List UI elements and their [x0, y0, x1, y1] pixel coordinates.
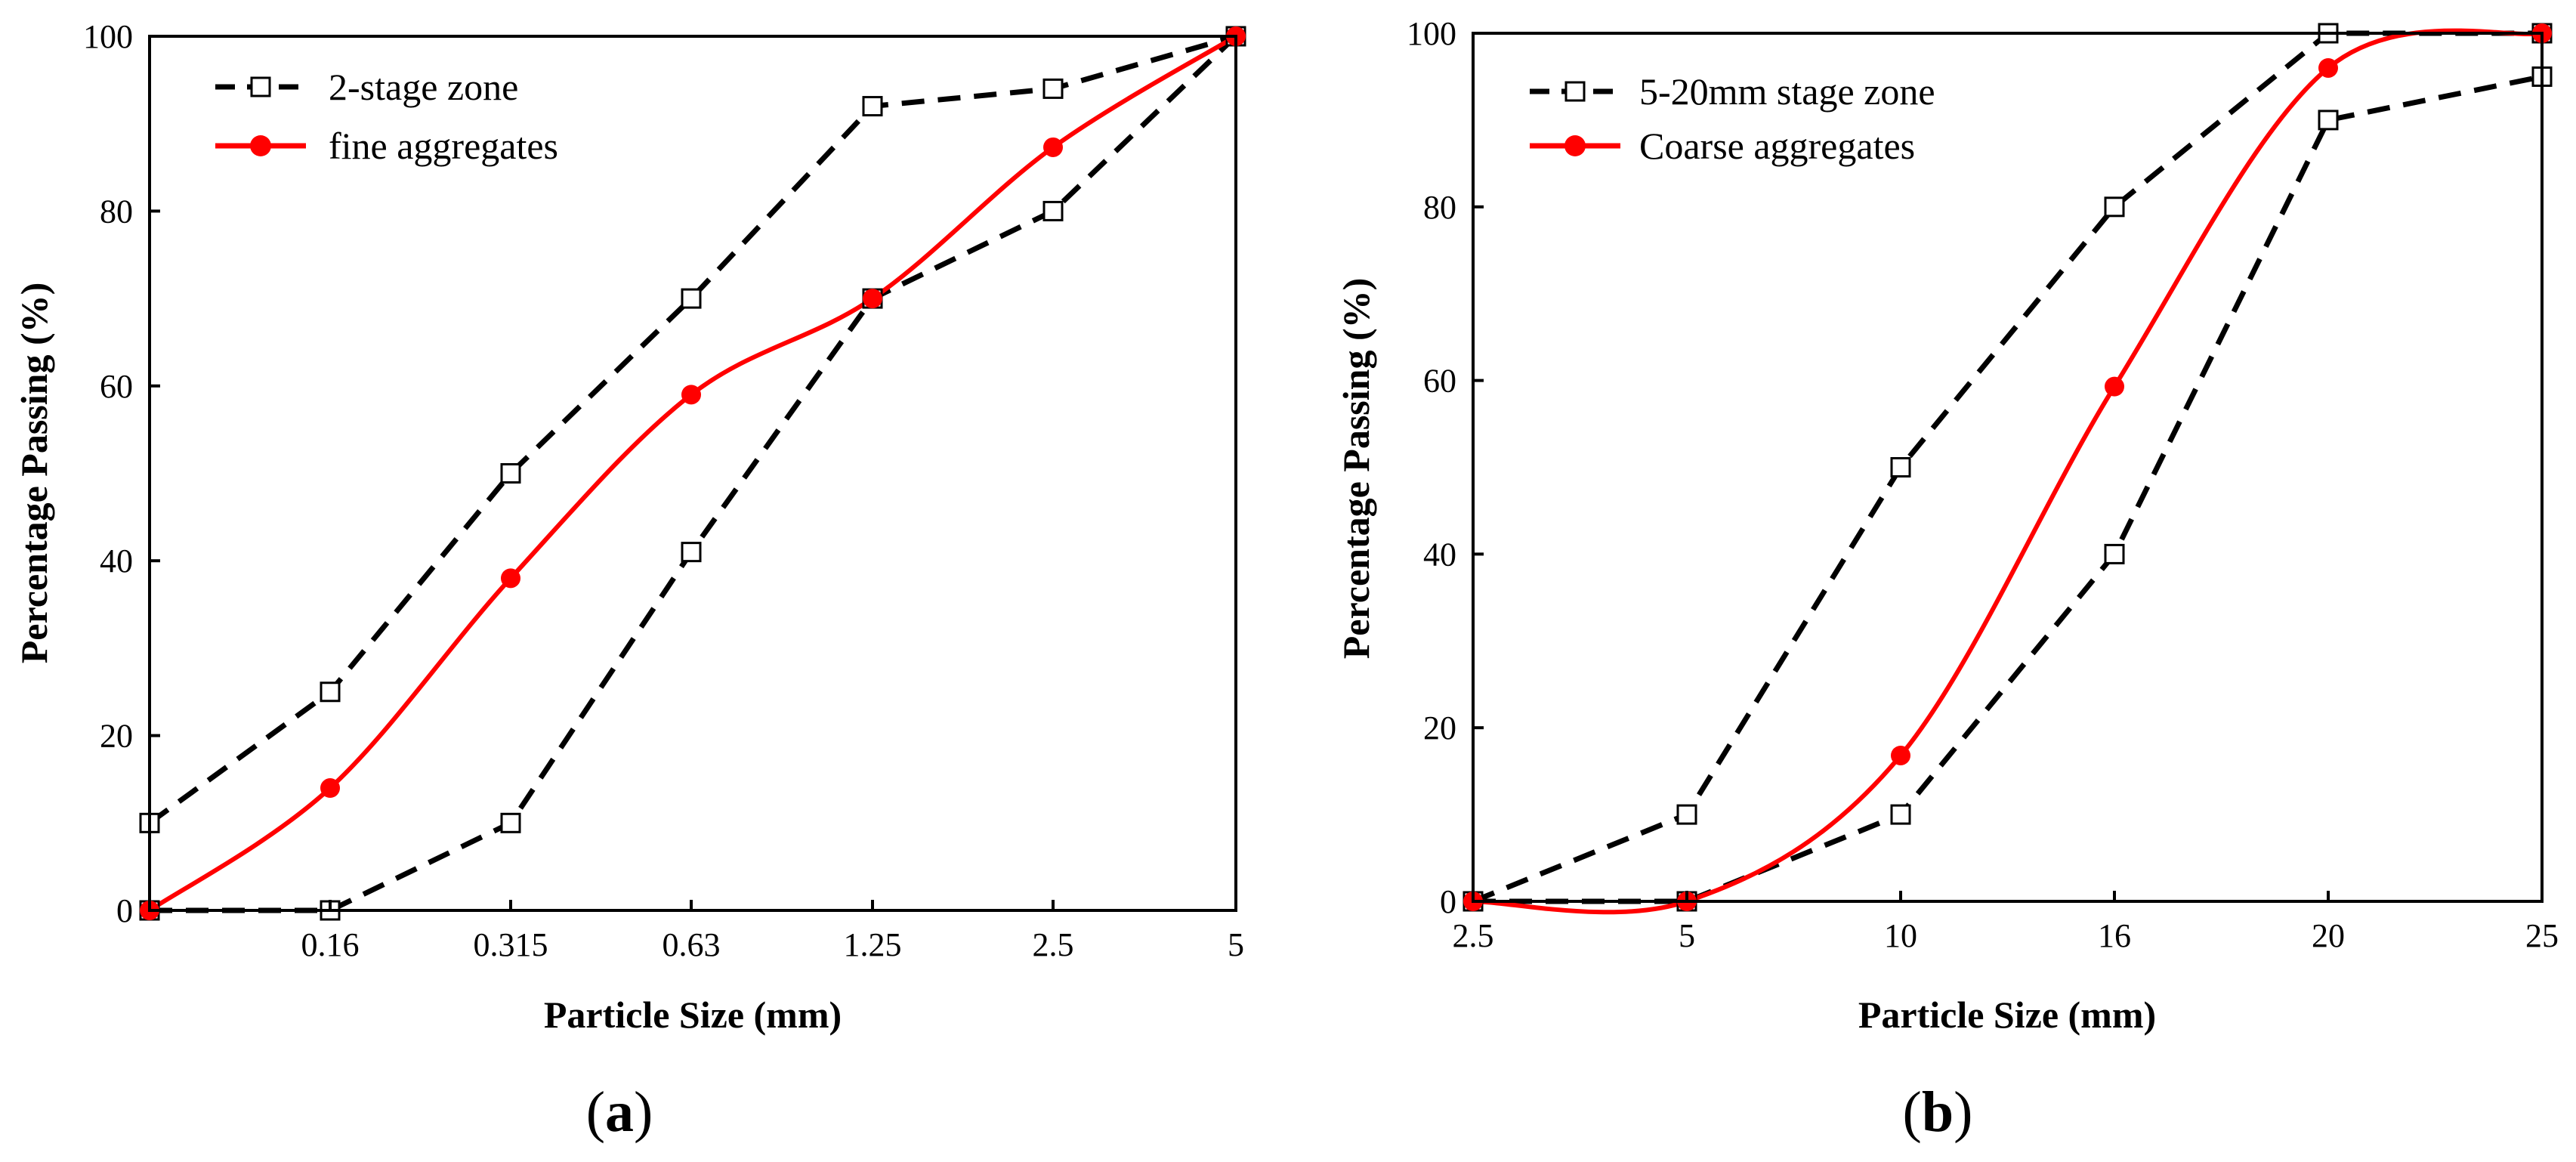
panel-b-y-tick-label: 20: [1423, 709, 1456, 746]
panel-a-label-letter: a: [605, 1080, 634, 1144]
panel-b-measured-marker: [2105, 376, 2124, 397]
panel-a-measured-marker: [1043, 137, 1063, 157]
panel-a-measured-curve: [148, 34, 1237, 913]
panel-a-plot-area: 0 20 40 60 80 100 0.16 0.315 0.63 1.25 2.5 5: [83, 18, 1246, 963]
legend-b-1-label: Coarse aggregates: [1639, 125, 1915, 167]
panel-b-lower-marker: [2318, 110, 2339, 131]
panel-a-x-tick-label: 1.25: [844, 926, 902, 963]
panel-b-x-tick-label: 2.5: [1453, 917, 1494, 954]
panel-a-x-tick-label: 0.63: [663, 926, 721, 963]
panel-b-label: (b): [1903, 1080, 1973, 1144]
panel-a-series: [139, 26, 1246, 921]
panel-a-y-tick-label: 20: [100, 718, 133, 755]
panel-b-x-tick-label: 10: [1884, 917, 1917, 954]
panel-a-upper-marker: [681, 288, 702, 309]
panel-b-x-tick-label: 25: [2525, 917, 2559, 954]
panel-b-upper-marker: [1676, 804, 1697, 825]
legend-b-0-marker: [1564, 81, 1586, 102]
panel-b-y-tick-label: 40: [1423, 536, 1456, 573]
panel-a-legend: 2-stage zone fine aggregates: [215, 66, 558, 167]
panel-b-y-tick-label: 100: [1407, 15, 1456, 52]
panel-a-label: (a): [586, 1080, 653, 1144]
panel-a-measured-marker: [863, 289, 882, 309]
panel-b-axes-frame: [1472, 32, 2544, 903]
panel-a-x-tick-label: 5: [1228, 926, 1244, 963]
panel-b-upper-marker: [1890, 457, 1911, 477]
panel-a-axes-frame: [148, 35, 1237, 912]
panel-a-upper-bound-line: [147, 33, 1237, 826]
legend-a-0-marker: [250, 76, 271, 97]
panel-b-x-tick-label: 20: [2312, 917, 2345, 954]
panel-b-y-tick-label: 0: [1440, 883, 1456, 920]
panel-b-y-axis-title: Percentage Passing (%): [1335, 278, 1377, 660]
panel-b-series: [1463, 23, 2553, 915]
panel-b-y-tick-label: 60: [1423, 363, 1456, 400]
panel-a-y-tick-label: 0: [116, 892, 133, 929]
panel-b-x-tick-label: 16: [2098, 917, 2131, 954]
panel-a-measured-marker: [681, 385, 701, 405]
panel-b-upper-bound-line: [1472, 30, 2542, 904]
panel-a-measured-marker: [501, 568, 520, 589]
panel-b-lower-bound-line: [1473, 74, 2543, 904]
panel-a-x-tick-label: 0.16: [301, 926, 360, 963]
panel-b-measured-curve: [1472, 28, 2543, 915]
panel-a-y-tick-label: 60: [100, 368, 133, 405]
panel-a-y-tick-label: 100: [83, 18, 133, 55]
panel-a-x-tick-label: 2.5: [1033, 926, 1074, 963]
panel-b-x-axis-title: Particle Size (mm): [1858, 994, 2156, 1036]
panel-a-measured-marker: [320, 778, 340, 799]
panel-a-y-tick-label: 80: [100, 193, 133, 230]
panel-b-upper-marker: [2104, 196, 2125, 218]
panel-b-measured-marker: [1891, 745, 1910, 765]
legend-a-0-label: 2-stage zone: [329, 66, 518, 108]
panel-b-ticks: 0 20 40 60 80 100 2.5 5 10 16 20 25: [1407, 15, 2559, 954]
panel-a-y-axis-title: Percentage Passing (%): [13, 283, 55, 664]
panel-a-upper-marker: [1042, 78, 1064, 99]
panel-b-measured-marker: [2318, 57, 2338, 78]
chart-panel-a: 0 20 40 60 80 100 0.16 0.315 0.63 1.25 2.5 5 2-stag…: [13, 18, 1246, 1144]
panel-a-upper-marker: [500, 463, 521, 484]
panel-b-legend: 5-20mm stage zone Coarse aggregates: [1530, 70, 1935, 167]
panel-a-lower-marker: [1042, 200, 1064, 221]
panel-a-upper-marker: [862, 96, 883, 117]
chart-panel-b: 0 20 40 60 80 100 2.5 5 10 16 20 25 5-20mm stage zo…: [1335, 15, 2559, 1144]
panel-a-x-tick-label: 0.315: [474, 926, 548, 963]
legend-b-0-label: 5-20mm stage zone: [1639, 70, 1935, 113]
legend-a-1-label: fine aggregates: [329, 125, 558, 167]
panel-a-ticks: 0 20 40 60 80 100 0.16 0.315 0.63 1.25 2.5 5: [83, 18, 1244, 963]
panel-a-lower-marker: [500, 812, 521, 833]
panel-a-lower-bound-line: [150, 34, 1238, 913]
panel-b-lower-marker: [2104, 543, 2125, 564]
panel-a-upper-marker: [320, 681, 341, 703]
panel-a-lower-marker: [681, 542, 702, 563]
panel-a-x-axis-title: Particle Size (mm): [544, 994, 842, 1036]
panel-b-lower-marker: [1890, 804, 1911, 825]
legend-a-1-marker: [250, 135, 271, 156]
legend-b-1-marker: [1564, 135, 1586, 156]
panel-b-plot-area: 0 20 40 60 80 100 2.5 5 10 16 20 25: [1407, 15, 2559, 954]
panel-b-label-letter: b: [1922, 1080, 1954, 1144]
panel-b-x-tick-label: 5: [1679, 917, 1695, 954]
panel-b-y-tick-label: 80: [1423, 189, 1456, 226]
panel-a-y-tick-label: 40: [100, 542, 133, 579]
